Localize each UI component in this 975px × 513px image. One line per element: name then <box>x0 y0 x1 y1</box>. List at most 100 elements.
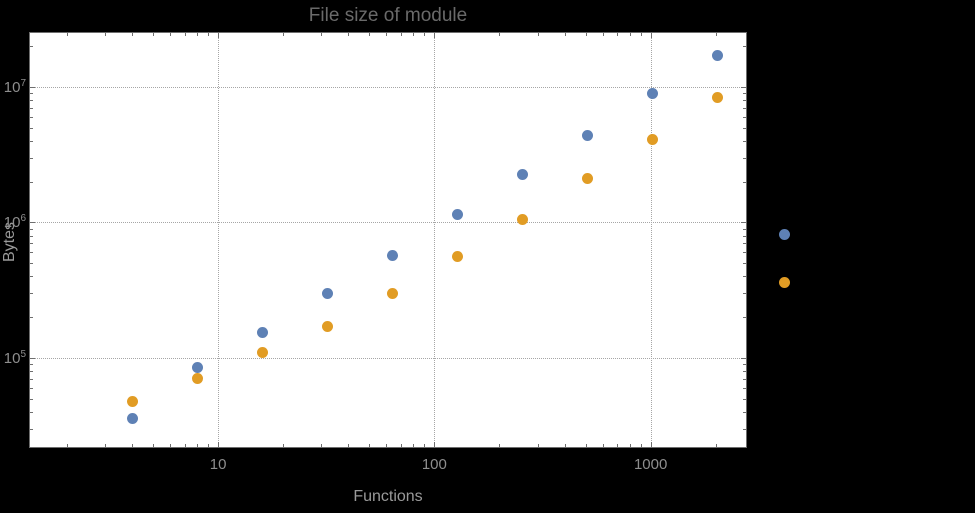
tick-mark <box>434 33 436 38</box>
tick-mark <box>321 33 323 36</box>
tick-mark <box>369 33 371 36</box>
x-axis-label: Functions <box>353 488 423 505</box>
tick-mark <box>743 398 746 400</box>
tick-mark <box>30 93 33 95</box>
tick-mark <box>585 33 587 36</box>
tick-mark <box>30 107 33 109</box>
tick-mark <box>30 127 33 129</box>
tick-mark <box>743 371 746 373</box>
y-gridline <box>30 222 746 224</box>
tick-mark <box>30 276 33 278</box>
chart-title: File size of module <box>308 5 468 26</box>
data-point <box>452 208 464 220</box>
data-point <box>712 50 724 62</box>
tick-mark <box>741 357 746 359</box>
tick-mark <box>537 444 539 447</box>
x-gridline <box>650 33 652 447</box>
tick-mark <box>197 33 199 36</box>
tick-mark <box>30 157 33 159</box>
tick-mark <box>170 33 172 36</box>
data-point <box>647 88 659 100</box>
plot-area <box>29 32 747 448</box>
tick-mark <box>30 243 33 245</box>
tick-mark <box>499 33 501 36</box>
tick-mark <box>743 364 746 366</box>
data-point <box>517 214 529 226</box>
data-point <box>256 326 268 338</box>
tick-mark <box>585 444 587 447</box>
tick-mark <box>30 252 33 254</box>
y-tick-label: 106 <box>3 213 26 232</box>
tick-mark <box>30 140 33 142</box>
tick-mark <box>30 116 33 118</box>
tick-mark <box>743 116 746 118</box>
legend-marker-dot <box>779 277 790 288</box>
tick-mark <box>30 228 33 230</box>
tick-mark <box>218 442 220 447</box>
tick-mark <box>564 33 566 36</box>
x-tick-label: 100 <box>421 456 447 473</box>
tick-mark <box>152 444 154 447</box>
tick-mark <box>30 317 33 319</box>
data-point <box>712 92 724 104</box>
tick-mark <box>743 93 746 95</box>
tick-mark <box>629 444 631 447</box>
tick-mark <box>413 444 415 447</box>
tick-mark <box>66 33 68 36</box>
tick-mark <box>413 33 415 36</box>
tick-mark <box>208 33 210 36</box>
tick-mark <box>184 444 186 447</box>
tick-mark <box>30 398 33 400</box>
tick-mark <box>30 181 33 183</box>
y-gridline <box>30 86 746 88</box>
x-tick-label: 1000 <box>633 456 668 473</box>
tick-mark <box>132 444 134 447</box>
data-point <box>321 287 333 299</box>
tick-mark <box>743 243 746 245</box>
tick-mark <box>30 293 33 295</box>
tick-mark <box>743 140 746 142</box>
legend-marker-dot <box>779 229 790 240</box>
tick-mark <box>30 387 33 389</box>
tick-mark <box>743 263 746 265</box>
tick-mark <box>208 444 210 447</box>
tick-mark <box>602 444 604 447</box>
tick-mark <box>640 444 642 447</box>
tick-mark <box>629 33 631 36</box>
tick-mark <box>537 33 539 36</box>
x-gridline <box>218 33 220 447</box>
tick-mark <box>715 33 717 36</box>
x-gridline <box>434 33 436 447</box>
x-tick-label: 10 <box>209 456 227 473</box>
tick-mark <box>434 442 436 447</box>
tick-mark <box>743 107 746 109</box>
tick-mark <box>30 235 33 237</box>
data-point <box>256 346 268 358</box>
tick-mark <box>743 100 746 102</box>
tick-mark <box>30 46 33 48</box>
tick-mark <box>30 222 35 224</box>
tick-mark <box>30 378 33 380</box>
tick-mark <box>743 317 746 319</box>
tick-mark <box>152 33 154 36</box>
tick-mark <box>743 276 746 278</box>
tick-mark <box>105 33 106 36</box>
tick-mark <box>743 46 746 48</box>
data-point <box>582 173 594 185</box>
y-gridline <box>30 357 746 359</box>
tick-mark <box>30 371 33 373</box>
y-tick-label: 105 <box>3 348 26 367</box>
tick-mark <box>743 293 746 295</box>
tick-mark <box>132 33 134 36</box>
tick-mark <box>617 33 619 36</box>
y-tick-label: 107 <box>3 77 26 96</box>
tick-mark <box>30 86 35 88</box>
tick-mark <box>105 444 106 447</box>
data-point <box>386 287 398 299</box>
tick-mark <box>743 378 746 380</box>
data-point <box>386 249 398 261</box>
tick-mark <box>283 33 285 36</box>
tick-mark <box>30 428 33 430</box>
tick-mark <box>424 33 426 36</box>
tick-mark <box>400 33 402 36</box>
